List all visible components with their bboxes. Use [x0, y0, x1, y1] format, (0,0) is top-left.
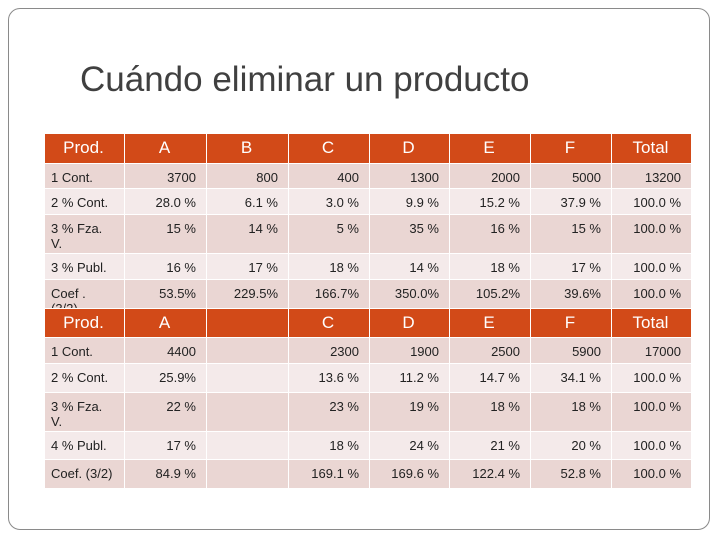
- header-cell: Total: [612, 309, 692, 338]
- table-cell: 5000: [531, 164, 612, 189]
- table-cell: 20 %: [531, 432, 612, 460]
- table-cell: 100.0 %: [612, 189, 692, 215]
- table-cell: 14 %: [207, 215, 289, 254]
- table-cell: 18 %: [289, 432, 370, 460]
- table-cell: 166.7%: [289, 280, 370, 309]
- table-cell: 25.9%: [125, 364, 207, 393]
- table-cell: 100.0 %: [612, 432, 692, 460]
- table-cell: 15.2 %: [450, 189, 531, 215]
- header-cell: D: [370, 309, 450, 338]
- table-cell: 100.0 %: [612, 215, 692, 254]
- table-cell: 18 %: [450, 254, 531, 280]
- table-cell: 4400: [125, 338, 207, 364]
- table-cell: 400: [289, 164, 370, 189]
- header-cell: E: [450, 309, 531, 338]
- header-cell: Prod.: [45, 309, 125, 338]
- table-cell: 169.1 %: [289, 460, 370, 489]
- table-cell: 16 %: [450, 215, 531, 254]
- header-cell: F: [531, 309, 612, 338]
- table-cell: 17 %: [531, 254, 612, 280]
- table-cell: 28.0 %: [125, 189, 207, 215]
- table-cell: 53.5%: [125, 280, 207, 309]
- table-cell: 39.6%: [531, 280, 612, 309]
- table-cell: 100.0 %: [612, 460, 692, 489]
- table-cell: 22 %: [125, 393, 207, 432]
- table-cell: 6.1 %: [207, 189, 289, 215]
- slide: [8, 8, 710, 530]
- table-cell: 1 Cont.: [45, 338, 125, 364]
- table-cell: Coef . (3/2): [45, 280, 125, 309]
- table-cell: 14.7 %: [450, 364, 531, 393]
- table-cell: 3.0 %: [289, 189, 370, 215]
- table-cell: 3 % Fza. V.: [45, 215, 125, 254]
- table-cell: Coef. (3/2): [45, 460, 125, 489]
- table-cell: 84.9 %: [125, 460, 207, 489]
- header-cell: F: [531, 134, 612, 164]
- table-cell: 5900: [531, 338, 612, 364]
- table-cell: 37.9 %: [531, 189, 612, 215]
- table-cell: 15 %: [125, 215, 207, 254]
- table-cell: [207, 432, 289, 460]
- header-cell: [207, 309, 289, 338]
- table-cell: 2000: [450, 164, 531, 189]
- table-cell: 122.4 %: [450, 460, 531, 489]
- header-cell: C: [289, 134, 370, 164]
- table-cell: 23 %: [289, 393, 370, 432]
- table-cell: 1900: [370, 338, 450, 364]
- table-cell: 100.0 %: [612, 364, 692, 393]
- table-cell: 3700: [125, 164, 207, 189]
- header-cell: B: [207, 134, 289, 164]
- table-cell: 2300: [289, 338, 370, 364]
- table-cell: 34.1 %: [531, 364, 612, 393]
- table-cell: [207, 393, 289, 432]
- header-cell: A: [125, 134, 207, 164]
- table-cell: 5 %: [289, 215, 370, 254]
- table-cell: 169.6 %: [370, 460, 450, 489]
- table-cell: 3 % Publ.: [45, 254, 125, 280]
- table-cell: 13200: [612, 164, 692, 189]
- table-cell: 19 %: [370, 393, 450, 432]
- table-cell: 17 %: [207, 254, 289, 280]
- table-cell: [207, 338, 289, 364]
- table-cell: 24 %: [370, 432, 450, 460]
- table-cell: 1 Cont.: [45, 164, 125, 189]
- table-cell: 35 %: [370, 215, 450, 254]
- header-cell: A: [125, 309, 207, 338]
- table-cell: 800: [207, 164, 289, 189]
- header-cell: Total: [612, 134, 692, 164]
- table-cell: 14 %: [370, 254, 450, 280]
- header-cell: C: [289, 309, 370, 338]
- table-cell: 3 % Fza. V.: [45, 393, 125, 432]
- table-cell: [207, 364, 289, 393]
- table-cell: 18 %: [450, 393, 531, 432]
- table-cell: 52.8 %: [531, 460, 612, 489]
- table-cell: 2500: [450, 338, 531, 364]
- table-cell: 9.9 %: [370, 189, 450, 215]
- table-cell: 100.0 %: [612, 280, 692, 309]
- table-cell: 350.0%: [370, 280, 450, 309]
- table-cell: [207, 460, 289, 489]
- table-cell: 18 %: [531, 393, 612, 432]
- header-cell: D: [370, 134, 450, 164]
- header-cell: Prod.: [45, 134, 125, 164]
- table-cell: 229.5%: [207, 280, 289, 309]
- table-cell: 13.6 %: [289, 364, 370, 393]
- table-cell: 4 % Publ.: [45, 432, 125, 460]
- slide-title: Cuándo eliminar un producto: [80, 60, 530, 99]
- table-cell: 17 %: [125, 432, 207, 460]
- table-cell: 105.2%: [450, 280, 531, 309]
- table-cell: 1300: [370, 164, 450, 189]
- table-cell: 15 %: [531, 215, 612, 254]
- table-cell: 2 % Cont.: [45, 364, 125, 393]
- header-cell: E: [450, 134, 531, 164]
- table-cell: 21 %: [450, 432, 531, 460]
- table-cell: 2 % Cont.: [45, 189, 125, 215]
- table-cell: 17000: [612, 338, 692, 364]
- table-cell: 100.0 %: [612, 254, 692, 280]
- table-cell: 18 %: [289, 254, 370, 280]
- table-cell: 16 %: [125, 254, 207, 280]
- table-cell: 11.2 %: [370, 364, 450, 393]
- table-cell: 100.0 %: [612, 393, 692, 432]
